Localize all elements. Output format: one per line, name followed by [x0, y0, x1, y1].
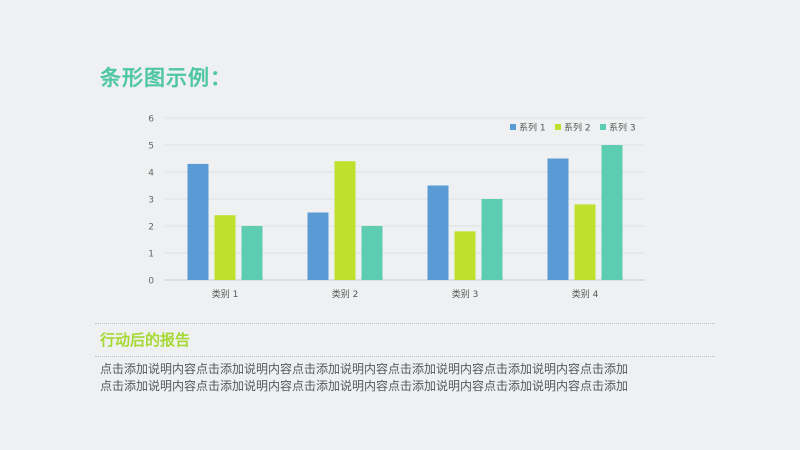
bar-series-1-cat-3	[427, 185, 449, 280]
gridlines	[165, 117, 645, 281]
y-tick-label: 5	[148, 142, 154, 152]
bars	[187, 145, 623, 280]
x-tick-label: 类别 1	[212, 288, 239, 300]
legend-item: 系列 3	[600, 122, 636, 134]
bar-series-2-cat-1	[214, 215, 236, 280]
body-line: 点击添加说明内容点击添加说明内容点击添加说明内容点击添加说明内容点击添加说明内容…	[100, 379, 629, 393]
x-tick-label: 类别 2	[332, 288, 359, 300]
y-axis-ticks: 0 1 2 3 4 5 6	[148, 115, 154, 287]
x-tick-label: 类别 3	[452, 288, 479, 300]
y-tick-label: 3	[148, 196, 154, 206]
bar-series-2-cat-2	[334, 161, 356, 280]
y-tick-label: 4	[148, 169, 154, 179]
bar-series-2-cat-3	[454, 231, 476, 280]
legend-item: 系列 2	[555, 122, 591, 134]
bar-series-1-cat-2	[307, 212, 329, 280]
bar-series-3-cat-2	[361, 226, 383, 280]
body-text: 点击添加说明内容点击添加说明内容点击添加说明内容点击添加说明内容点击添加说明内容…	[100, 361, 705, 395]
y-tick-label: 1	[148, 250, 154, 260]
legend-item: 系列 1	[510, 122, 546, 134]
bar-series-3-cat-4	[601, 145, 623, 280]
divider-bottom	[95, 356, 715, 357]
legend-swatch	[600, 124, 606, 130]
bar-series-1-cat-4	[547, 158, 569, 280]
x-axis-ticks: 类别 1 类别 2 类别 3 类别 4	[212, 288, 599, 300]
y-tick-label: 2	[148, 223, 154, 233]
y-tick-label: 6	[148, 115, 154, 125]
slide-title: 条形图示例：	[100, 66, 232, 90]
legend-label: 系列 2	[564, 122, 591, 134]
legend-swatch	[510, 124, 516, 130]
body-line: 点击添加说明内容点击添加说明内容点击添加说明内容点击添加说明内容点击添加说明内容…	[100, 362, 629, 376]
legend-swatch	[555, 124, 561, 130]
y-tick-label: 0	[148, 277, 154, 287]
bar-series-3-cat-3	[481, 199, 503, 280]
x-tick-label: 类别 4	[572, 288, 599, 300]
section-heading: 行动后的报告	[100, 331, 191, 349]
legend-label: 系列 3	[609, 122, 636, 134]
legend-label: 系列 1	[519, 122, 546, 134]
divider-top	[95, 323, 715, 324]
legend: 系列 1 系列 2 系列 3	[510, 122, 636, 134]
bar-series-1-cat-1	[187, 163, 209, 280]
bar-series-3-cat-1	[241, 226, 263, 280]
bar-series-2-cat-4	[574, 204, 596, 280]
